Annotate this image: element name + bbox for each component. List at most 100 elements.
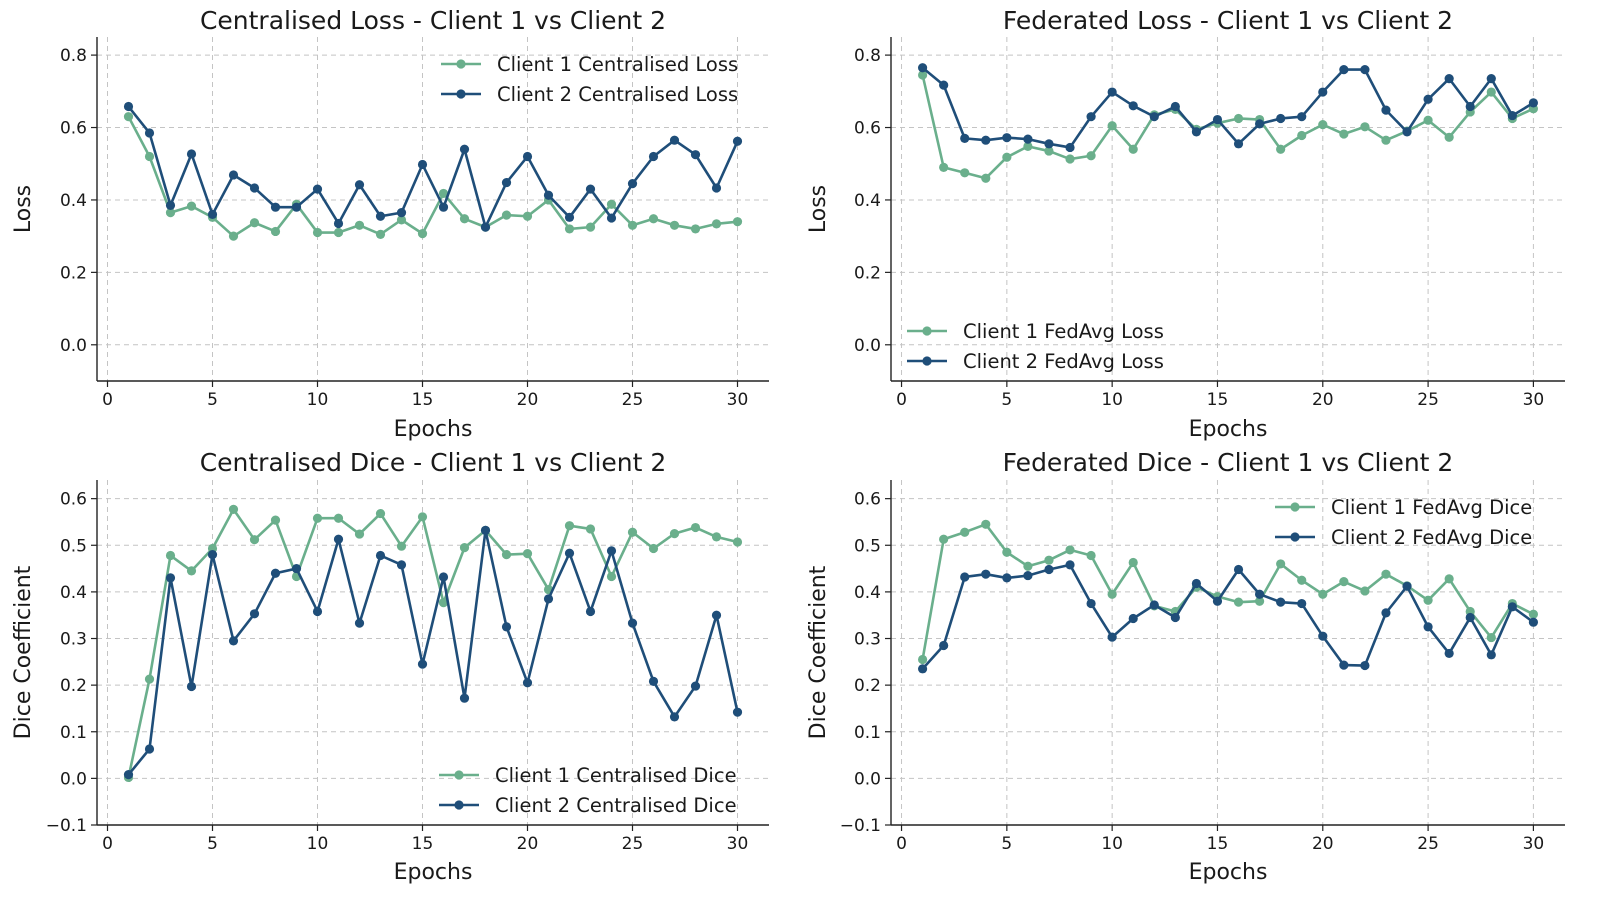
data-point — [648, 676, 659, 687]
data-point — [270, 568, 281, 578]
data-point — [1381, 105, 1391, 115]
data-point — [165, 573, 176, 583]
series-line — [921, 563, 1535, 670]
data-point — [1507, 110, 1517, 121]
data-point — [1423, 622, 1433, 632]
data-point — [144, 674, 155, 684]
data-point — [585, 524, 596, 534]
series-2 — [123, 525, 743, 780]
data-point — [1107, 87, 1117, 97]
y-tick-label: 0.4 — [854, 191, 881, 211]
data-point — [1002, 547, 1012, 557]
data-point — [375, 508, 386, 519]
data-point — [1486, 632, 1496, 643]
data-point — [1486, 650, 1496, 660]
data-point — [270, 515, 281, 525]
data-point — [690, 681, 701, 691]
data-point — [606, 546, 617, 556]
y-tick-label: 0.5 — [60, 536, 87, 556]
y-tick-label: 0.6 — [854, 490, 881, 510]
data-point — [1318, 631, 1328, 641]
legend: Client 1 Centralised Loss Client 2 Centra… — [441, 53, 738, 106]
data-point — [228, 231, 239, 241]
data-point — [501, 622, 512, 632]
x-tick-label: 20 — [517, 834, 539, 854]
y-axis-label: Dice Coefficient — [806, 565, 831, 739]
data-point — [1149, 112, 1159, 122]
data-point — [1254, 119, 1265, 129]
y-axis-label: Dice Coefficient — [11, 565, 36, 739]
y-tick-label: 0.6 — [60, 490, 87, 510]
x-tick-label: 30 — [727, 390, 749, 410]
data-point — [1233, 113, 1244, 124]
data-point — [981, 519, 991, 529]
legend-marker — [922, 326, 932, 336]
chart-title: Centralised Loss - Client 1 vs Client 2 — [200, 6, 666, 35]
series-line — [921, 74, 1534, 180]
data-point — [1086, 598, 1096, 609]
y-tick-label: 0.5 — [854, 536, 881, 556]
data-point — [459, 543, 470, 553]
data-point — [1381, 135, 1391, 145]
data-point — [1107, 121, 1117, 131]
data-point — [144, 151, 155, 162]
x-tick-label: 10 — [1101, 834, 1123, 854]
x-axis-label: Epochs — [394, 860, 473, 885]
data-point — [1191, 578, 1202, 589]
data-point — [1276, 597, 1286, 607]
data-point — [1276, 559, 1286, 569]
data-point — [396, 560, 407, 570]
series-1 — [917, 70, 1539, 183]
data-point — [1128, 144, 1138, 154]
x-tick-label: 30 — [1523, 834, 1545, 854]
y-tick-label: 0.8 — [854, 46, 881, 66]
series-line — [921, 66, 1535, 149]
x-tick-label: 25 — [1417, 834, 1439, 854]
legend-marker — [456, 89, 466, 99]
y-tick-label: 0.1 — [854, 723, 881, 743]
data-point — [711, 183, 722, 193]
data-point — [690, 224, 701, 234]
data-point — [627, 220, 638, 230]
data-point — [186, 201, 197, 211]
y-tick-label: 0.2 — [854, 676, 881, 696]
data-point — [228, 504, 239, 514]
data-point — [690, 150, 701, 160]
data-point — [917, 70, 928, 80]
data-point — [438, 598, 449, 608]
data-point — [501, 549, 512, 560]
data-point — [228, 636, 239, 646]
data-point — [564, 224, 575, 234]
data-point — [732, 537, 743, 547]
y-tick-label: 0.6 — [854, 119, 881, 139]
data-point — [291, 202, 302, 212]
data-point — [1339, 577, 1349, 587]
data-point — [1254, 589, 1265, 599]
data-point — [1465, 612, 1475, 623]
data-point — [1023, 561, 1033, 571]
data-point — [1002, 133, 1012, 143]
chart-panel-1: 0 5 10 15 20 25 30 0.0 0.2 0.4 0.6 0.8 Centralised L… — [11, 6, 769, 442]
data-point — [669, 220, 680, 230]
data-point — [165, 208, 176, 218]
data-point — [1444, 74, 1454, 84]
data-point — [144, 744, 155, 754]
data-point — [396, 541, 407, 551]
data-point — [939, 80, 949, 90]
legend-marker — [456, 59, 466, 69]
data-point — [711, 219, 722, 229]
x-tick-label: 20 — [1312, 390, 1334, 410]
data-point — [1381, 608, 1391, 618]
data-point — [564, 548, 575, 558]
x-tick-label: 15 — [412, 390, 434, 410]
data-point — [981, 135, 991, 145]
data-point — [564, 521, 575, 531]
data-point — [732, 217, 743, 227]
y-tick-label: 0.2 — [854, 263, 881, 283]
x-tick-label: 0 — [896, 390, 907, 410]
data-point — [939, 534, 949, 544]
legend: Client 1 FedAvg Dice Client 2 FedAvg Dice — [1275, 496, 1532, 549]
data-point — [522, 549, 533, 559]
data-point — [1318, 87, 1328, 97]
y-tick-label: 0.3 — [60, 630, 87, 650]
